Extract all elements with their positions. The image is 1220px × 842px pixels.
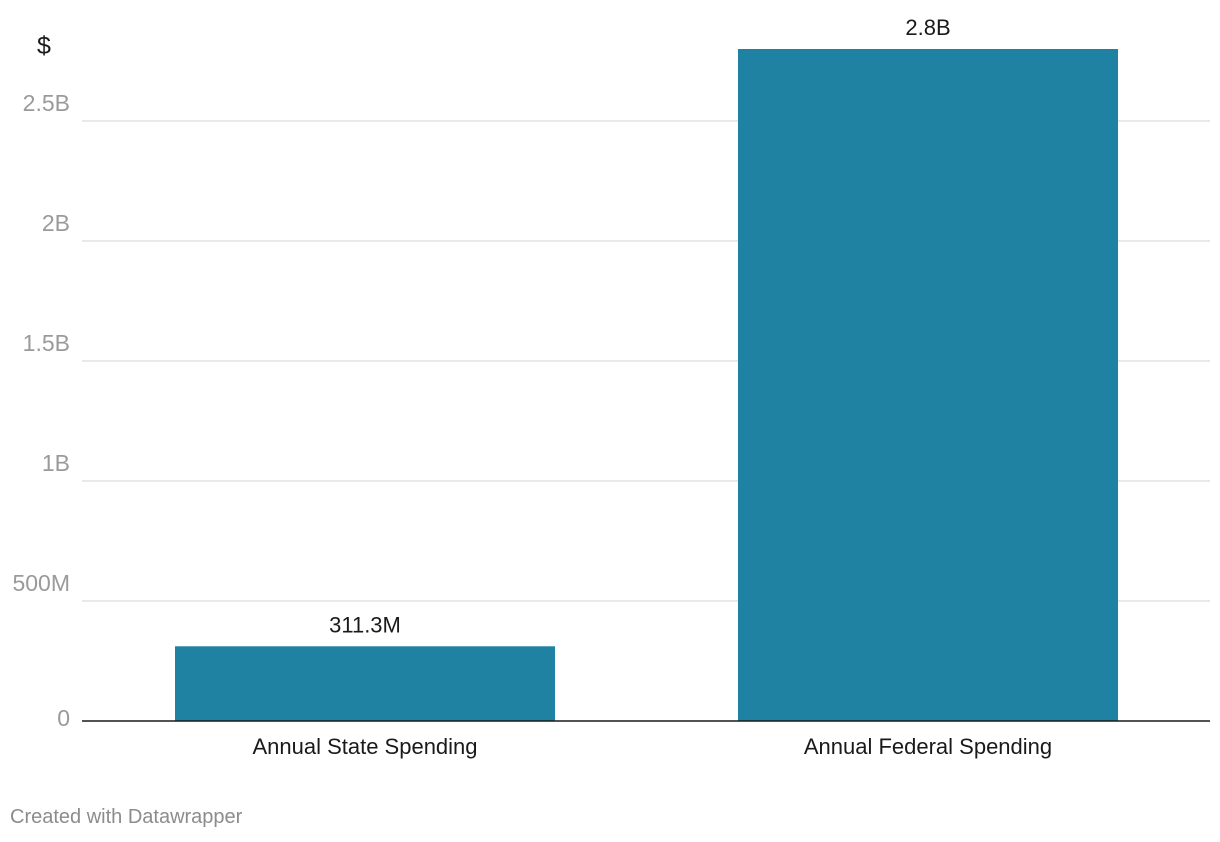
- y-tick-label: 2.5B: [23, 90, 70, 116]
- y-tick-label: 500M: [12, 570, 70, 596]
- y-tick-label: 2B: [42, 210, 70, 236]
- y-tick-label: 1B: [42, 450, 70, 476]
- bars: [175, 49, 1118, 721]
- y-tick-label: 0: [57, 705, 70, 731]
- bar-value-label: 2.8B: [905, 15, 950, 40]
- datawrapper-credit: Created with Datawrapper: [10, 806, 243, 828]
- bar: [738, 49, 1118, 721]
- category-label: Annual State Spending: [252, 734, 477, 759]
- y-axis-label: $: [37, 32, 51, 60]
- y-axis-ticks: 0 500M 1B 1.5B 2B 2.5B: [12, 90, 70, 731]
- bar: [175, 646, 555, 721]
- category-labels: Annual State Spending Annual Federal Spen…: [252, 734, 1052, 759]
- bar-value-label: 311.3M: [329, 612, 401, 637]
- data-labels: 311.3M 2.8B: [329, 15, 951, 637]
- y-tick-label: 1.5B: [23, 330, 70, 356]
- bar-chart: 0 500M 1B 1.5B 2B 2.5B 311.3M 2.8B Annual Stat…: [12, 15, 1210, 759]
- category-label: Annual Federal Spending: [804, 734, 1052, 759]
